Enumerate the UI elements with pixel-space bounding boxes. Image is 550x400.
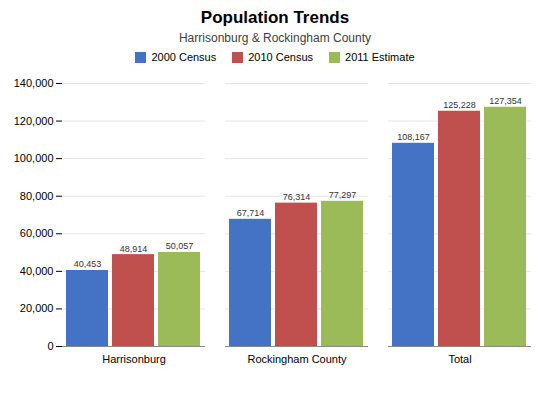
html-text:2011 Estimate: 2011 Estimate bbox=[345, 51, 415, 63]
svg-text:76,314: 76,314 bbox=[283, 192, 311, 202]
svg-text:127,354: 127,354 bbox=[489, 96, 522, 106]
svg-text:60,000: 60,000 bbox=[20, 227, 54, 239]
svg-text:Total: Total bbox=[448, 353, 471, 365]
svg-text:50,057: 50,057 bbox=[166, 241, 194, 251]
svg-text:140,000: 140,000 bbox=[14, 77, 54, 89]
svg-text:100,000: 100,000 bbox=[14, 152, 54, 164]
svg-text:108,167: 108,167 bbox=[397, 132, 430, 142]
svg-text:40,453: 40,453 bbox=[74, 259, 102, 269]
svg-text:80,000: 80,000 bbox=[20, 190, 54, 202]
html-text:Harrisonburg & Rockingham Coun: Harrisonburg & Rockingham County bbox=[179, 31, 371, 45]
html-text:Population Trends: Population Trends bbox=[200, 8, 350, 27]
svg-text:40,000: 40,000 bbox=[20, 265, 54, 277]
svg-text:Harrisonburg: Harrisonburg bbox=[102, 353, 166, 365]
html-text:2010 Census: 2010 Census bbox=[248, 51, 314, 63]
svg-text:120,000: 120,000 bbox=[14, 115, 54, 127]
svg-text:125,228: 125,228 bbox=[443, 100, 476, 110]
svg-text:Rockingham County: Rockingham County bbox=[247, 353, 347, 365]
svg-text:20,000: 20,000 bbox=[20, 302, 54, 314]
svg-text:67,714: 67,714 bbox=[237, 208, 265, 218]
svg-text:77,297: 77,297 bbox=[329, 190, 357, 200]
svg-text:0: 0 bbox=[47, 340, 53, 352]
html-text:2000 Census: 2000 Census bbox=[151, 51, 217, 63]
svg-text:48,914: 48,914 bbox=[120, 243, 148, 253]
